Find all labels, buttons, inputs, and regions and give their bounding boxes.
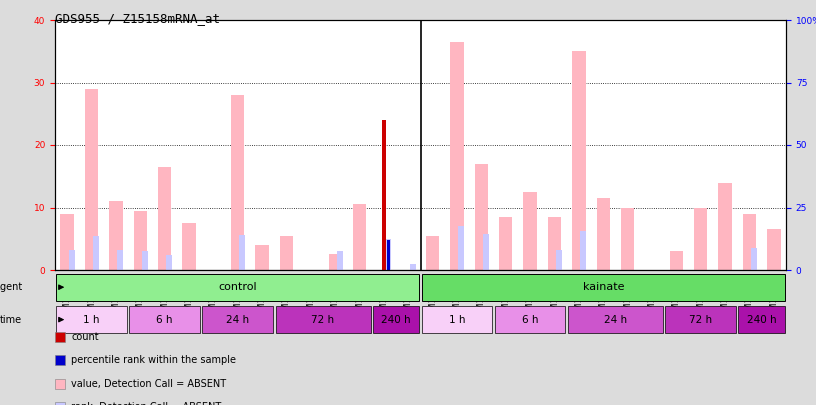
Bar: [56, 273, 419, 301]
Bar: [523, 192, 537, 270]
Bar: [767, 229, 781, 270]
Bar: [450, 42, 463, 270]
Text: kainate: kainate: [583, 282, 624, 292]
Text: 1 h: 1 h: [449, 315, 465, 325]
Bar: [596, 198, 610, 270]
Bar: [231, 95, 245, 270]
Bar: [499, 217, 512, 270]
Bar: [118, 250, 123, 270]
Bar: [60, 214, 74, 270]
Text: value, Detection Call = ABSENT: value, Detection Call = ABSENT: [71, 379, 227, 389]
Text: 6 h: 6 h: [522, 315, 539, 325]
Bar: [410, 264, 415, 270]
Bar: [255, 245, 268, 270]
Bar: [422, 273, 785, 301]
Bar: [329, 254, 342, 270]
Text: percentile rank within the sample: percentile rank within the sample: [71, 355, 237, 365]
Bar: [694, 207, 707, 270]
Bar: [85, 89, 98, 270]
Bar: [182, 223, 196, 270]
Bar: [670, 251, 683, 270]
Bar: [738, 306, 785, 333]
Bar: [129, 306, 200, 333]
Bar: [56, 306, 126, 333]
Bar: [353, 205, 366, 270]
Bar: [336, 251, 343, 270]
Text: 72 h: 72 h: [312, 315, 335, 325]
Text: control: control: [219, 282, 257, 292]
Bar: [665, 306, 736, 333]
Bar: [142, 251, 148, 270]
Bar: [382, 120, 386, 270]
Text: agent: agent: [0, 282, 22, 292]
Text: count: count: [71, 332, 99, 342]
Bar: [426, 236, 439, 270]
Text: rank, Detection Call = ABSENT: rank, Detection Call = ABSENT: [71, 402, 222, 405]
Bar: [387, 240, 390, 270]
Text: 6 h: 6 h: [157, 315, 173, 325]
Bar: [483, 234, 489, 270]
Bar: [556, 250, 562, 270]
Bar: [134, 211, 147, 270]
Bar: [276, 306, 370, 333]
Text: 72 h: 72 h: [690, 315, 712, 325]
Text: 240 h: 240 h: [381, 315, 411, 325]
Bar: [548, 217, 561, 270]
Bar: [385, 239, 392, 270]
Bar: [69, 250, 74, 270]
Bar: [109, 201, 122, 270]
Text: 1 h: 1 h: [83, 315, 100, 325]
Bar: [494, 306, 565, 333]
Text: 240 h: 240 h: [747, 315, 777, 325]
Bar: [93, 236, 99, 270]
Text: 24 h: 24 h: [226, 315, 250, 325]
Bar: [572, 51, 586, 270]
Bar: [239, 235, 245, 270]
Text: GDS955 / Z15158mRNA_at: GDS955 / Z15158mRNA_at: [55, 12, 220, 25]
Bar: [280, 236, 293, 270]
Bar: [475, 164, 488, 270]
Text: time: time: [0, 315, 22, 325]
Bar: [743, 214, 756, 270]
Bar: [158, 167, 171, 270]
Bar: [459, 226, 464, 270]
Bar: [422, 306, 492, 333]
Bar: [373, 306, 419, 333]
Bar: [621, 207, 634, 270]
Bar: [718, 183, 732, 270]
Bar: [166, 255, 172, 270]
Bar: [751, 247, 757, 270]
Text: 24 h: 24 h: [604, 315, 627, 325]
Bar: [568, 306, 663, 333]
Bar: [202, 306, 273, 333]
Bar: [580, 231, 587, 270]
